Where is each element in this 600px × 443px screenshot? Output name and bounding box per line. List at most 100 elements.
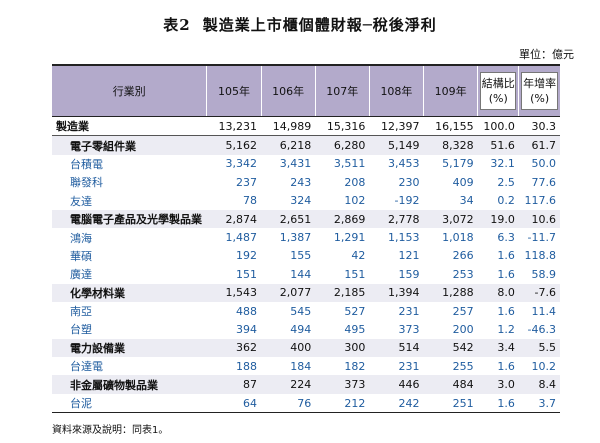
table-body: 製造業 13,231 14,989 15,316 12,397 16,155 100.0 30… [52, 116, 560, 414]
value-cell: 2,869 [315, 209, 370, 229]
header-year: 109年 [423, 64, 478, 117]
data-table: 行業別 105年 106年 107年 108年 109年 結構比 (%) 年增率… [52, 64, 560, 414]
value-cell: 121 [398, 249, 420, 263]
row-label: 台泥 [52, 393, 207, 414]
growth-cell: 58.9 [531, 267, 557, 281]
value-cell: 15,316 [315, 116, 370, 137]
value-cell: 373 [315, 375, 370, 394]
table-row: 台達電 188 184 182 231 255 1.6 10.2 [52, 357, 560, 375]
value-cell: 188 [236, 359, 258, 373]
growth-cell: 50.0 [531, 157, 557, 171]
table-row: 台塑 394 494 495 373 200 1.2 -46.3 [52, 320, 560, 338]
value-cell: 8,328 [423, 135, 478, 155]
row-label: 友達 [70, 194, 92, 208]
value-cell: 42 [351, 249, 366, 263]
value-cell: 324 [290, 194, 312, 208]
value-cell: 373 [398, 322, 420, 336]
share-cell: 100.0 [477, 116, 519, 137]
value-cell: 266 [452, 249, 474, 263]
value-cell: 3,511 [333, 157, 366, 171]
growth-cell: 117.6 [524, 194, 557, 208]
header-industry: 行業別 [52, 64, 207, 117]
growth-cell: 8.4 [518, 375, 560, 394]
value-cell: 1,394 [369, 283, 424, 302]
row-label: 化學材料業 [52, 283, 207, 302]
share-cell: 1.6 [497, 304, 515, 318]
share-cell: 1.6 [497, 267, 515, 281]
header-growth: 年增率 (%) [518, 64, 560, 117]
share-cell: 19.0 [477, 209, 519, 229]
value-cell: 12,397 [369, 116, 424, 137]
value-cell: 102 [344, 194, 366, 208]
header-year: 107年 [314, 64, 370, 117]
table-row: 台泥 64 76 212 242 251 1.6 3.7 [52, 393, 560, 414]
row-label: 電力設備業 [52, 338, 207, 358]
value-cell: 362 [206, 338, 262, 358]
value-cell: 253 [452, 267, 474, 281]
value-cell: 230 [398, 175, 420, 189]
table-row: 聯發科 237 243 208 230 409 2.5 77.6 [52, 173, 560, 191]
share-cell: 51.6 [477, 135, 519, 155]
table-row: 南亞 488 545 527 231 257 1.6 11.4 [52, 302, 560, 320]
table-row: 電力設備業 362 400 300 514 542 3.4 5.5 [52, 338, 560, 358]
growth-cell: 30.3 [518, 116, 560, 137]
value-cell: 542 [423, 338, 478, 358]
row-label: 非金屬礦物製品業 [52, 375, 207, 394]
value-cell: 64 [206, 393, 262, 414]
row-label: 聯發科 [70, 176, 103, 190]
value-cell: 1,288 [423, 283, 478, 302]
header-growth-line1: 年增率 [523, 77, 557, 90]
value-cell: 484 [423, 375, 478, 394]
table-row: 製造業 13,231 14,989 15,316 12,397 16,155 100.0 30… [52, 116, 560, 137]
header-year: 105年 [206, 64, 262, 117]
row-label: 華碩 [70, 249, 92, 263]
row-label: 電子零組件業 [52, 135, 207, 155]
value-cell: 76 [261, 393, 316, 414]
value-cell: 300 [315, 338, 370, 358]
row-label: 鴻海 [70, 231, 92, 245]
value-cell: 5,149 [369, 135, 424, 155]
value-cell: 257 [452, 304, 474, 318]
value-cell: 3,072 [423, 209, 478, 229]
table-row: 廣達 151 144 151 159 253 1.6 58.9 [52, 265, 560, 283]
value-cell: 495 [344, 322, 366, 336]
growth-cell: 118.8 [524, 249, 557, 263]
value-cell: 1,018 [442, 231, 474, 245]
share-cell: 8.0 [477, 283, 519, 302]
header-share-line2: (%) [488, 92, 508, 105]
growth-cell: 11.4 [531, 304, 557, 318]
value-cell: 231 [398, 304, 420, 318]
share-cell: 3.4 [477, 338, 519, 358]
value-cell: 2,874 [206, 209, 262, 229]
table-row: 電子零組件業 5,162 6,218 6,280 5,149 8,328 51.6 61.7 [52, 135, 560, 155]
value-cell: 182 [344, 359, 366, 373]
value-cell: 2,185 [315, 283, 370, 302]
row-label: 電腦電子產品及光學製品業 [52, 209, 207, 229]
table-row: 化學材料業 1,543 2,077 2,185 1,394 1,288 8.0 -7.6 [52, 283, 560, 302]
row-label: 台積電 [70, 157, 103, 171]
value-cell: 494 [290, 322, 312, 336]
row-label: 南亞 [70, 305, 92, 319]
unit-label: 單位：億元 [519, 48, 574, 61]
table-title: 表2 製造業上市櫃個體財報─稅後淨利 [0, 14, 600, 35]
value-cell: 514 [369, 338, 424, 358]
header-growth-line2: (%) [530, 92, 550, 105]
value-cell: 208 [344, 175, 366, 189]
value-cell: 34 [459, 194, 474, 208]
value-cell: 14,989 [261, 116, 316, 137]
growth-cell: 3.7 [518, 393, 560, 414]
value-cell: 394 [236, 322, 258, 336]
table-number: 表2 [163, 16, 191, 34]
table-row: 電腦電子產品及光學製品業 2,874 2,651 2,869 2,778 3,072 19.… [52, 209, 560, 229]
value-cell: 212 [315, 393, 370, 414]
growth-cell: 5.5 [518, 338, 560, 358]
growth-cell: 10.2 [531, 359, 557, 373]
value-cell: 5,179 [442, 157, 474, 171]
value-cell: 1,153 [388, 231, 420, 245]
value-cell: 87 [206, 375, 262, 394]
value-cell: 151 [344, 267, 366, 281]
value-cell: 159 [398, 267, 420, 281]
growth-cell: 77.6 [531, 175, 557, 189]
value-cell: 13,231 [206, 116, 262, 137]
value-cell: 155 [290, 249, 312, 263]
